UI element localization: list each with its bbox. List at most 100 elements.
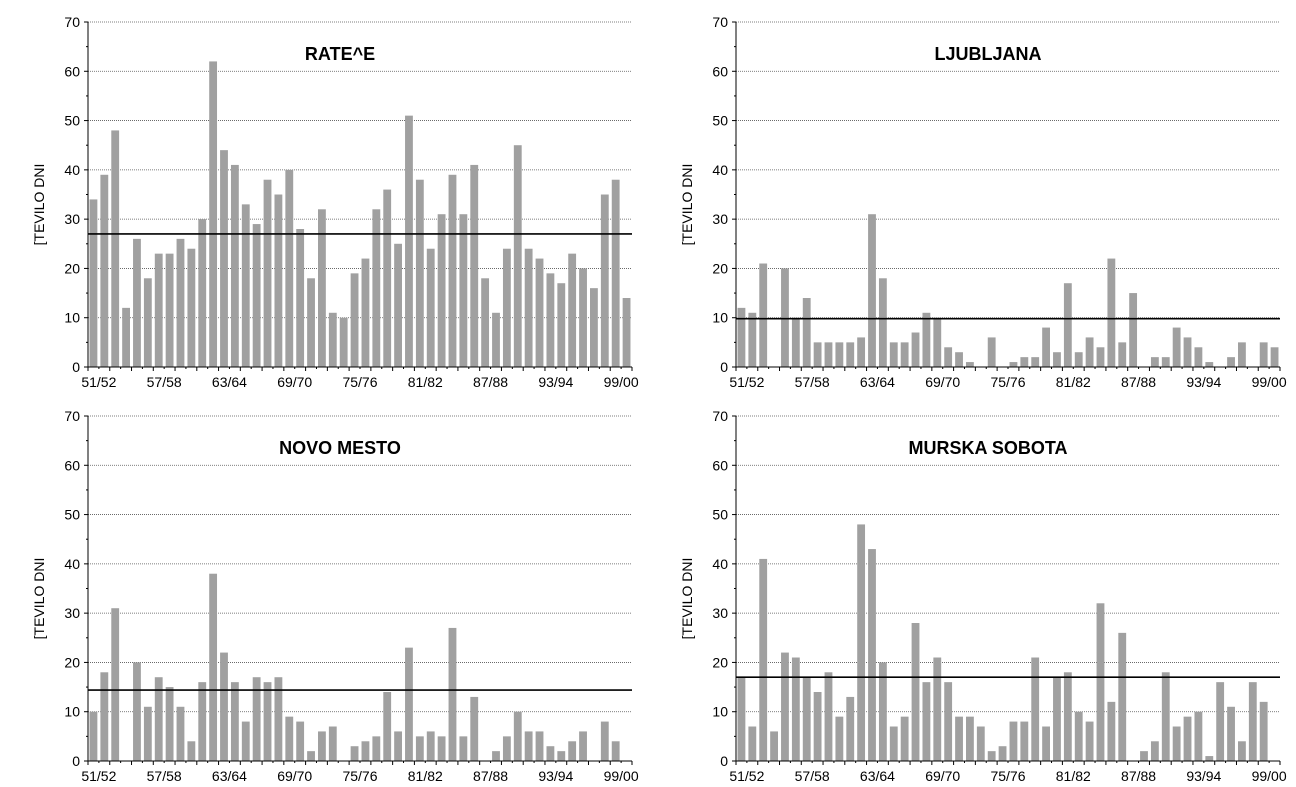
y-tick-label: 30	[712, 211, 728, 227]
bar	[1118, 342, 1127, 367]
bar	[889, 726, 898, 761]
x-tick-label: 69/70	[925, 374, 960, 390]
bar	[241, 721, 250, 761]
bar	[900, 716, 909, 761]
bar	[791, 657, 800, 761]
chart-panel-ljubljana: 0 10 20 30 40 50 60 70 51/52 57/58 63/64 69/70 75/76…	[648, 0, 1296, 393]
bar	[966, 362, 974, 367]
bar	[748, 726, 757, 761]
bar	[737, 307, 746, 367]
bar	[122, 307, 130, 367]
x-tick-label: 51/52	[81, 374, 116, 390]
x-tick-label: 81/82	[1056, 374, 1091, 390]
bar	[350, 746, 359, 761]
bar	[252, 224, 261, 367]
bar	[759, 263, 768, 367]
bar	[383, 692, 392, 761]
bar	[1053, 352, 1061, 367]
bar	[1118, 632, 1127, 761]
chart-panel-murska-sobota: 0 10 20 30 40 50 60 70 51/52 57/58 63/64 69/70 75/76…	[648, 394, 1296, 787]
x-tick-label: 81/82	[408, 768, 443, 784]
x-tick-label: 87/88	[1121, 374, 1156, 390]
bar	[339, 317, 348, 367]
y-tick-label: 0	[720, 753, 728, 769]
x-tick-label: 93/94	[1186, 768, 1221, 784]
bar	[89, 199, 98, 367]
x-tick-label: 63/64	[860, 374, 895, 390]
bar	[1096, 347, 1105, 367]
bar	[263, 682, 272, 761]
chart-title: LJUBLJANA	[934, 44, 1041, 64]
x-tick-label: 93/94	[538, 374, 573, 390]
bar	[1085, 721, 1094, 761]
x-tick-label: 51/52	[729, 768, 764, 784]
y-tick-label: 20	[712, 260, 728, 276]
bar	[944, 682, 953, 761]
bar	[1053, 677, 1061, 761]
bar	[1248, 682, 1257, 761]
bar	[813, 342, 822, 367]
x-tick-label: 63/64	[212, 374, 247, 390]
bar	[89, 711, 98, 761]
bar	[470, 164, 479, 367]
bar	[759, 558, 768, 761]
x-tick-label: 99/00	[1252, 768, 1287, 784]
bar	[600, 194, 609, 367]
bar	[568, 741, 577, 761]
x-tick-label: 51/52	[81, 768, 116, 784]
y-tick-label: 40	[712, 556, 728, 572]
bar	[470, 696, 479, 761]
x-tick-label: 87/88	[473, 374, 508, 390]
x-tick-label: 75/76	[342, 768, 377, 784]
y-tick-label: 30	[712, 605, 728, 621]
x-tick-label: 75/76	[990, 374, 1025, 390]
bar	[611, 741, 620, 761]
bar	[372, 736, 381, 761]
x-tick-label: 69/70	[277, 374, 312, 390]
x-tick-label: 69/70	[277, 768, 312, 784]
bar	[394, 243, 402, 367]
bar	[579, 268, 587, 367]
bar	[1259, 342, 1268, 367]
bar	[1227, 357, 1235, 367]
bar	[933, 657, 942, 761]
chart-svg-ljubljana: 0 10 20 30 40 50 60 70 51/52 57/58 63/64 69/70 75/76…	[679, 14, 1287, 390]
bar	[955, 716, 963, 761]
bar	[955, 352, 963, 367]
bar	[535, 731, 544, 761]
bar	[781, 268, 789, 367]
bar	[154, 253, 163, 367]
chart-title: NOVO MESTO	[279, 438, 401, 458]
bar	[1150, 357, 1159, 367]
bar	[165, 687, 174, 761]
bar	[1063, 283, 1072, 367]
y-tick-label: 40	[64, 556, 80, 572]
bar	[176, 706, 185, 761]
y-tick-label: 50	[712, 113, 728, 129]
bar	[868, 549, 876, 761]
y-tick-label: 60	[712, 457, 728, 473]
bar	[857, 337, 866, 367]
bar	[296, 721, 305, 761]
bar	[133, 662, 141, 761]
bar	[296, 229, 305, 367]
bar	[492, 751, 500, 761]
bar	[857, 524, 866, 761]
bar	[426, 248, 435, 367]
x-tick-label: 99/00	[604, 374, 639, 390]
y-tick-label: 0	[72, 359, 80, 375]
bar	[459, 214, 468, 367]
bar	[1009, 362, 1018, 367]
bar	[448, 627, 457, 761]
bar	[922, 682, 931, 761]
y-tick-label: 10	[712, 704, 728, 720]
bar	[307, 278, 315, 367]
bar	[1129, 293, 1138, 367]
bar	[600, 721, 609, 761]
bar	[1107, 258, 1116, 367]
bar	[502, 248, 511, 367]
y-axis-label: [TEVILO DNI	[31, 558, 47, 640]
bar	[448, 174, 457, 367]
bar	[748, 312, 757, 367]
y-tick-label: 30	[64, 211, 80, 227]
